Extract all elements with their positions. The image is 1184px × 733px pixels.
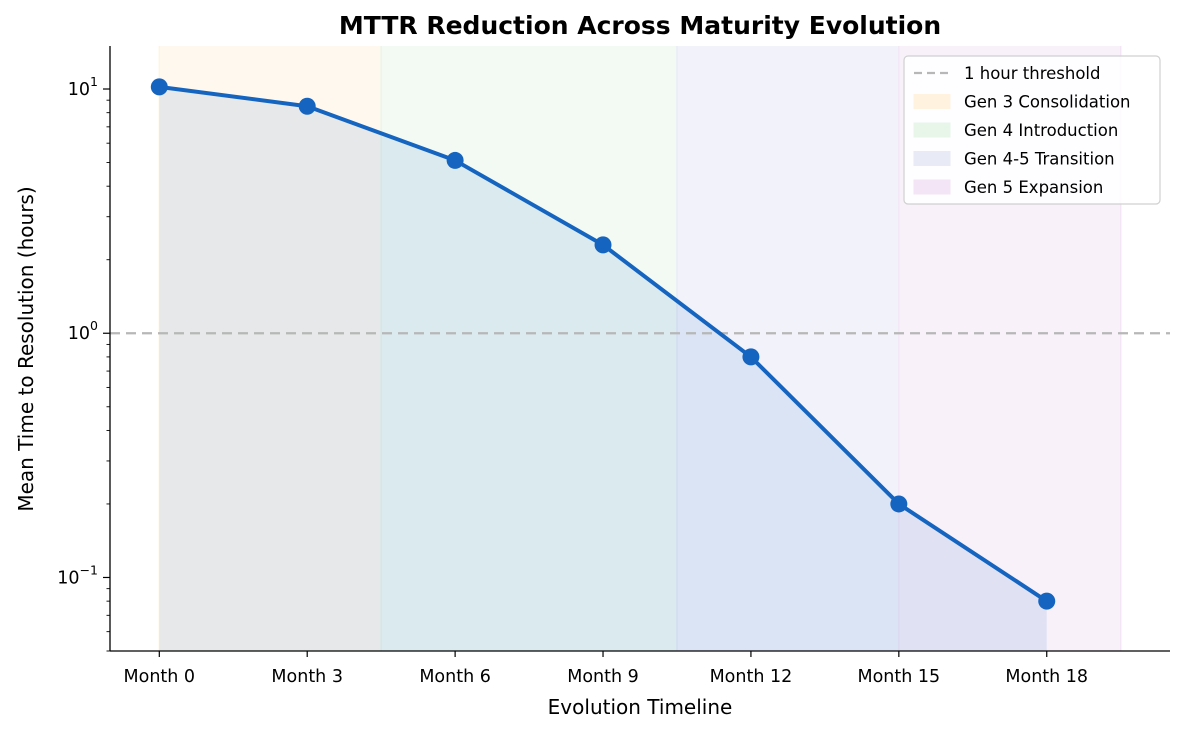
legend-label-phase-3: Gen 4-5 Transition bbox=[964, 150, 1115, 169]
legend-label-phase-1: Gen 3 Consolidation bbox=[964, 93, 1131, 112]
legend-swatch-phase-2 bbox=[913, 122, 951, 138]
phase-band-3 bbox=[676, 46, 899, 651]
x-axis-label: Evolution Timeline bbox=[548, 695, 733, 719]
x-tick-label: Month 3 bbox=[271, 667, 343, 687]
data-point-month-9 bbox=[594, 236, 612, 254]
data-point-month-6 bbox=[446, 151, 464, 169]
data-point-month-12 bbox=[742, 348, 760, 366]
series-layer bbox=[150, 78, 1056, 610]
data-point-month-18 bbox=[1038, 592, 1056, 610]
x-tick-label: Month 15 bbox=[857, 667, 940, 687]
phase-band-2 bbox=[381, 46, 677, 651]
y-tick-label: 10−1 bbox=[57, 562, 98, 588]
legend-swatch-phase-3 bbox=[913, 151, 951, 166]
axes: Month 0 Month 3 Month 6 Month 9 Month 12 Mont… bbox=[57, 46, 1170, 687]
y-tick-label: 101 bbox=[68, 74, 98, 100]
series-area-fill bbox=[159, 86, 1047, 651]
y-tick-label: 100 bbox=[68, 318, 98, 344]
x-tick-label: Month 9 bbox=[567, 667, 639, 687]
data-point-month-3 bbox=[298, 97, 316, 115]
legend-label-threshold: 1 hour threshold bbox=[964, 64, 1101, 83]
phase-bands bbox=[158, 46, 1122, 651]
y-axis-label: Mean Time to Resolution (hours) bbox=[14, 186, 38, 511]
x-tick-label: Month 12 bbox=[710, 667, 793, 687]
x-tick-label: Month 0 bbox=[124, 667, 196, 687]
data-point-month-15 bbox=[890, 495, 908, 513]
legend-box bbox=[903, 55, 1161, 205]
chart-title: MTTR Reduction Across Maturity Evolution bbox=[339, 11, 941, 40]
x-tick-label: Month 18 bbox=[1005, 667, 1088, 687]
legend-swatch-phase-1 bbox=[913, 94, 951, 109]
data-point-month-0 bbox=[150, 78, 168, 96]
legend: 1 hour threshold Gen 3 Consolidation Gen 4… bbox=[903, 55, 1161, 205]
legend-label-phase-2: Gen 4 Introduction bbox=[964, 121, 1118, 140]
x-tick-label: Month 6 bbox=[419, 667, 491, 687]
phase-band-1 bbox=[159, 46, 382, 651]
area-fill-layer bbox=[159, 86, 1047, 651]
legend-label-phase-4: Gen 5 Expansion bbox=[964, 178, 1103, 197]
legend-swatch-phase-4 bbox=[913, 179, 951, 195]
